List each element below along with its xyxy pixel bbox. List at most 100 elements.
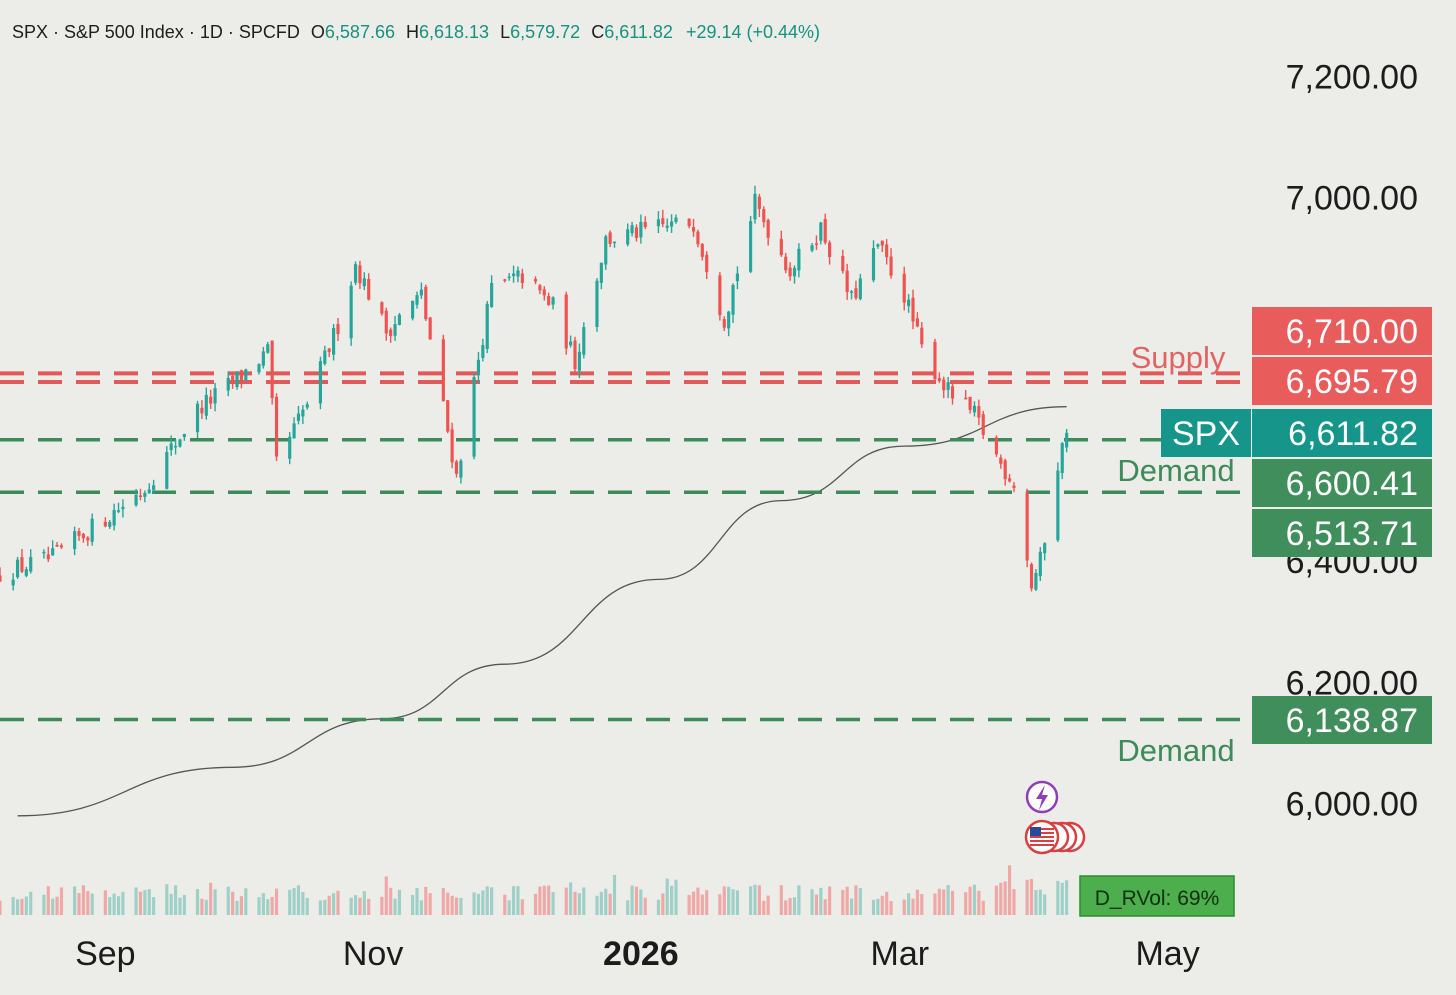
rvol-badge[interactable] [1079, 875, 1235, 917]
candle [828, 240, 832, 265]
candle [77, 527, 81, 541]
candle [55, 541, 59, 547]
candle [42, 549, 46, 559]
volume-bar [138, 891, 143, 915]
volume-bar [547, 885, 551, 915]
close-value: 6,611.82 [604, 22, 673, 42]
volume-bar [358, 897, 362, 915]
candle [73, 526, 77, 556]
candle [103, 517, 107, 528]
candle [182, 433, 186, 441]
volume-bar [630, 885, 634, 915]
low-label: L [500, 22, 511, 42]
volume-bar [845, 886, 849, 915]
volume-bar [147, 889, 151, 915]
volume-bar [626, 900, 630, 915]
volume-bar [828, 886, 832, 915]
supply-zone-label: Supply [1131, 340, 1226, 375]
volume-bar [213, 889, 217, 915]
volume-bar [968, 886, 972, 915]
candle [173, 439, 178, 455]
volume-bar [612, 874, 617, 915]
volume-bar [854, 885, 858, 915]
candle [854, 280, 858, 301]
candle [138, 488, 143, 501]
candle [779, 230, 783, 257]
candle [301, 405, 305, 424]
volume-bar [226, 886, 230, 915]
volume-bar [261, 893, 265, 915]
volume-bar [841, 889, 845, 915]
volume-bar [569, 882, 573, 915]
candle [674, 214, 678, 224]
volume-bar [516, 886, 520, 915]
volume-bar [564, 887, 568, 915]
candle [86, 536, 90, 547]
price-tick-label: 6,000.00 [1286, 786, 1418, 824]
rvol-badge-label: D_RVol: 69% [1095, 887, 1220, 910]
volume-bar [691, 891, 696, 915]
candle [937, 372, 941, 384]
volume-bar [42, 894, 46, 915]
candle [533, 276, 538, 285]
candle [490, 275, 494, 308]
candle [15, 556, 20, 579]
volume-bar [134, 887, 138, 915]
volume-bar [849, 898, 854, 915]
candle [1056, 462, 1060, 543]
candle [424, 284, 428, 321]
candle [288, 431, 292, 465]
volume-bar [393, 898, 397, 915]
us-flag-icon[interactable] [1024, 819, 1086, 855]
volume-bar [950, 890, 955, 915]
volume-bar [441, 887, 445, 915]
volume-bar [336, 890, 340, 915]
volume-bar [450, 895, 454, 915]
candle [195, 400, 200, 439]
candle [152, 479, 156, 494]
volume-bar [200, 898, 204, 915]
candle [1034, 568, 1038, 592]
volume-bar [727, 886, 731, 915]
time-axis-label: May [1135, 935, 1199, 973]
volume-bar [797, 885, 801, 915]
volume-bar [292, 888, 296, 915]
candle [643, 216, 647, 230]
candle [687, 218, 691, 229]
volume-bar [103, 890, 107, 915]
candle [639, 214, 643, 244]
candle [143, 490, 147, 503]
volume-bar [880, 895, 884, 915]
volume-bar [270, 896, 274, 915]
volume-bar [582, 887, 586, 915]
volume-bar [972, 884, 977, 915]
volume-bar [946, 885, 950, 915]
volume-bar [116, 896, 121, 915]
candle [209, 389, 213, 410]
candle [902, 266, 906, 311]
volume-bar [169, 893, 173, 915]
candle [977, 399, 981, 426]
candle [731, 283, 735, 323]
candle [296, 405, 301, 425]
volume-bar [476, 893, 481, 915]
candle [1065, 429, 1069, 453]
volume-bar [1038, 889, 1042, 915]
volume-bar [1034, 890, 1038, 915]
candle [933, 338, 937, 382]
candle [459, 458, 463, 484]
candle [577, 343, 581, 379]
lightning-icon[interactable] [1025, 780, 1059, 814]
candle [950, 381, 955, 405]
volume-bar [46, 886, 50, 915]
change-value: +29.14 (+0.44%) [685, 22, 821, 42]
volume-bar [86, 891, 90, 915]
candle [972, 401, 977, 417]
demand-price-tag [1252, 459, 1432, 507]
volume-bar [718, 894, 722, 915]
candle [261, 346, 265, 369]
candle [318, 356, 323, 410]
volume-bar [454, 897, 459, 915]
